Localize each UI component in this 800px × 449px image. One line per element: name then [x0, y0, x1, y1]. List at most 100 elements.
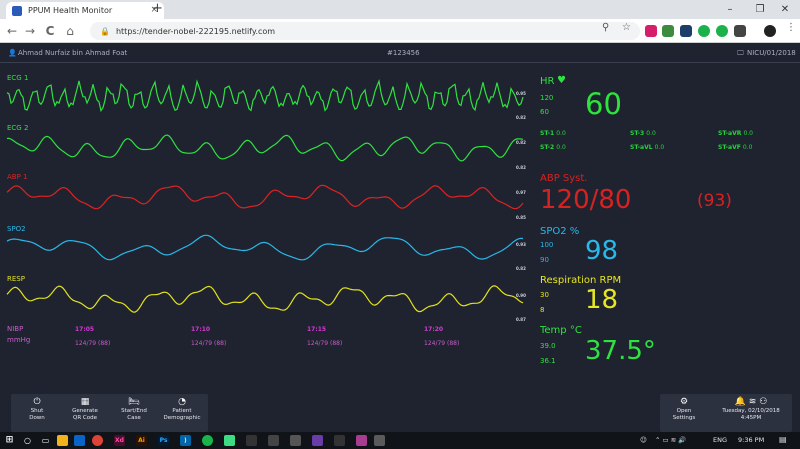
taskbar-time[interactable]: 9:36 PM	[738, 436, 765, 444]
home-button[interactable]: ⌂	[66, 24, 74, 38]
system-tray-icons[interactable]: ⌃ ▭ ≋ 🔊	[655, 436, 687, 444]
nibp-value: 124/79 (88)	[424, 340, 460, 347]
windows-start-icon[interactable]: ⊞	[5, 435, 14, 445]
reload-button[interactable]: C	[45, 24, 55, 38]
search-icon[interactable]: ○	[24, 436, 31, 445]
st-avl: ST-aVL 0.0	[630, 144, 665, 151]
temp-upper: 39.0	[540, 342, 556, 350]
illustrator-icon[interactable]: Ai	[136, 435, 147, 446]
waveform-trace	[6, 285, 524, 313]
app-icon[interactable]	[246, 435, 257, 446]
vscode-icon[interactable]: ⟩	[180, 435, 191, 446]
waveform-trace	[6, 78, 524, 113]
active-app-icon[interactable]	[374, 435, 385, 446]
case-label: Start/End	[121, 408, 147, 414]
scale-top: 0.93	[516, 242, 526, 247]
new-tab-button[interactable]: +	[152, 1, 163, 16]
maximize-button[interactable]: ❐	[755, 4, 765, 15]
status-bar: ⚙ Open Settings 🔔 ≋ ⚇ Tuesday, 02/10/201…	[660, 394, 792, 432]
nibp-value: 124/79 (88)	[191, 340, 227, 347]
windows-taskbar: ⊞ ○ ▭ Xd Ai Ps ⟩ ☺ ⌃ ▭ ≋ 🔊 ENG 9:36 PM ▤	[0, 432, 800, 449]
resp-label: Respiration RPM	[540, 275, 622, 286]
app-icon[interactable]	[268, 435, 279, 446]
scale-top: 0.95	[516, 91, 526, 96]
browser-toolbar: ← → C ⌂ 🔒 https://tender-nobel-222195.ne…	[0, 19, 800, 43]
address-bar[interactable]: 🔒 https://tender-nobel-222195.netlify.co…	[90, 22, 640, 40]
language-indicator[interactable]: ENG	[713, 436, 728, 444]
mail-icon[interactable]	[290, 435, 301, 446]
adobe-xd-icon[interactable]: Xd	[114, 435, 125, 446]
task-view-icon[interactable]: ▭	[41, 436, 50, 445]
app-icon[interactable]	[356, 435, 367, 446]
waveform-trace	[6, 184, 524, 210]
scale-bottom: 0.82	[516, 266, 526, 271]
health-monitor-app: 👤 Ahmad Nurfaiz bin Ahmad Foat #123456 🖵…	[0, 44, 800, 432]
wave-label-resp: RESP	[7, 275, 25, 283]
temp-label: Temp °C	[540, 325, 582, 336]
extension-icon[interactable]	[716, 25, 728, 37]
st-3: ST-3 0.0	[630, 130, 656, 137]
android-studio-icon[interactable]	[224, 435, 235, 446]
forward-button[interactable]: →	[24, 24, 36, 38]
st-2: ST-2 0.0	[540, 144, 566, 151]
back-button[interactable]: ←	[6, 24, 18, 38]
browser-menu-icon[interactable]: ⋮	[786, 22, 796, 33]
minimize-button[interactable]: –	[727, 4, 733, 15]
extension-icon[interactable]	[734, 25, 746, 37]
close-window-button[interactable]: ✕	[780, 4, 790, 15]
monitor-icon: 🖵	[737, 49, 744, 57]
patient-id: #123456	[387, 49, 420, 57]
shutdown-button[interactable]: ⏻ Shut Down	[13, 394, 61, 432]
resp-lower: 8	[540, 306, 545, 314]
close-tab-icon[interactable]: ×	[150, 5, 158, 15]
wave-label-ecg2: ECG 2	[7, 124, 29, 132]
abp-value: 120/80	[540, 185, 632, 215]
notification-icon[interactable]: ▤	[779, 435, 787, 444]
hr-label: HR	[540, 76, 555, 87]
app-icon[interactable]	[334, 435, 345, 446]
start-end-case-button[interactable]: 🛏 Start/End Case	[110, 394, 158, 432]
people-icon[interactable]: ☺	[640, 436, 647, 444]
temp-lower: 36.1	[540, 357, 556, 365]
app-icon[interactable]	[312, 435, 323, 446]
qr-code-icon: ▦	[80, 397, 90, 407]
search-icon[interactable]: ⚲	[602, 22, 610, 33]
tab-title: PPUM Health Monitor	[28, 6, 113, 15]
open-settings-button[interactable]: ⚙ Open Settings	[660, 394, 708, 432]
temp-value: 37.5°	[585, 336, 656, 366]
spo2-value: 98	[585, 236, 619, 266]
display-time: 4:45PM	[740, 415, 762, 421]
store-icon[interactable]	[74, 435, 85, 446]
whatsapp-icon[interactable]	[202, 435, 213, 446]
extension-icon[interactable]	[662, 25, 674, 37]
extension-icon[interactable]	[698, 25, 710, 37]
waveform-panel	[6, 78, 524, 313]
heart-icon: ♥	[557, 75, 566, 86]
extension-icon[interactable]	[645, 25, 657, 37]
resp-upper: 30	[540, 291, 549, 299]
gears-icon: ⚙	[679, 397, 689, 407]
nibp-time: 17:05	[75, 326, 95, 333]
url-text[interactable]: https://tender-nobel-222195.netlify.com	[115, 26, 276, 36]
scale-top: 0.82	[516, 140, 526, 145]
profile-avatar[interactable]	[764, 25, 776, 37]
browser-tab[interactable]: PPUM Health Monitor ×	[6, 2, 164, 19]
generate-qr-button[interactable]: ▦ Generate QR Code	[61, 394, 109, 432]
wave-label-ecg1: ECG 1	[7, 74, 29, 82]
user-icon: 👤	[8, 49, 17, 57]
abp-mean: (93)	[697, 191, 732, 211]
patient-demographic-button[interactable]: ◔ Patient Demographic	[158, 394, 206, 432]
patient-name: Ahmad Nurfaiz bin Ahmad Foat	[18, 49, 128, 57]
shutdown-label: Down	[29, 415, 45, 421]
scale-bottom: 0.87	[516, 317, 526, 322]
spo2-lower: 90	[540, 256, 549, 264]
app-favicon-icon	[12, 5, 22, 16]
shutdown-label: Shut	[30, 408, 44, 414]
photoshop-icon[interactable]: Ps	[158, 435, 169, 446]
extension-icon[interactable]	[680, 25, 692, 37]
file-explorer-icon[interactable]	[57, 435, 68, 446]
bookmark-star-icon[interactable]: ☆	[622, 22, 631, 33]
spo2-upper: 100	[540, 241, 554, 249]
chrome-icon[interactable]	[92, 435, 103, 446]
hr-upper: 120	[540, 94, 554, 102]
